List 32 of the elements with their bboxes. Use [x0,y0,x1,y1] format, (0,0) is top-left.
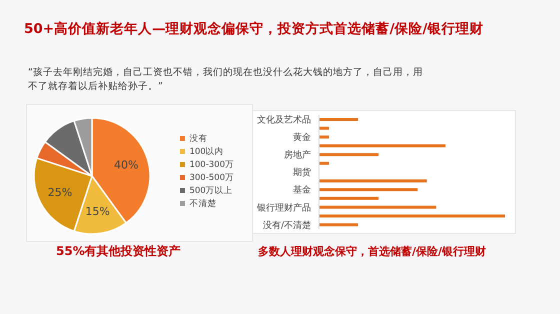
bar [319,153,379,156]
text: 多数人理财观念保守，首选储蓄/保险/银行理财 [258,244,486,259]
bar [319,179,427,182]
data-label: 40% [114,158,138,172]
legend-label: 没有 [189,134,208,144]
y-tick-label: 没有/不清楚 [262,220,311,231]
bar [319,206,436,209]
y-tick-label: 银行理财产品 [256,202,311,214]
bar [319,196,379,200]
y-tick-label: 基金 [293,184,311,196]
y-tick-label: 文化及艺术品 [257,114,311,126]
text: 55%有其他投资性资产 [56,243,181,260]
bar [319,126,330,130]
legend-label: 不清楚 [189,199,216,209]
bar [319,188,418,192]
bar [319,144,446,148]
bar [319,162,330,165]
data-label: 15% [85,205,110,218]
data-label: 25% [48,186,72,199]
bar [319,136,330,139]
y-tick-label: 黄金 [293,132,311,144]
bar [319,214,505,218]
chart-title: 50+高价值新老年人—理财观念偏保守，投资方式首选储蓄/保险/银行理财 [24,20,484,38]
y-tick-label: 房地产 [284,150,311,161]
bar [319,223,358,226]
legend-label: 100以内 [189,147,224,157]
y-tick-label: 期货 [293,167,311,178]
text: “孩子去年刚结完婚，自己工资也不错，我们的现在也没什么花大钱的地方了，自己用，用不了就存着以后补贴给孙子。” [28,66,424,94]
legend-label: 300-500万 [189,173,234,183]
legend-label: 500万以上 [189,186,233,196]
legend-label: 100-300万 [189,160,234,170]
bar [319,118,358,121]
